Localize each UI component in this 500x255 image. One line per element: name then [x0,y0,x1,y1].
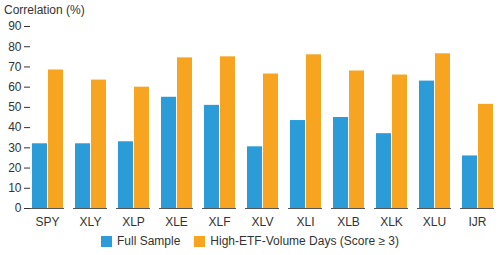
svg-text:50: 50 [8,100,22,114]
svg-text:XLV: XLV [252,215,274,229]
html-text:Full Sample: Full Sample [117,234,181,248]
svg-text:0: 0 [15,201,22,215]
svg-text:40: 40 [8,120,22,134]
svg-text:XLU: XLU [423,215,446,229]
svg-text:60: 60 [8,80,22,94]
svg-text:90: 90 [8,19,22,33]
svg-text:IJR: IJR [469,215,487,229]
svg-text:XLY: XLY [80,215,102,229]
svg-text:XLP: XLP [122,215,145,229]
svg-text:10: 10 [8,181,22,195]
svg-text:SPY: SPY [35,215,59,229]
svg-text:XLB: XLB [337,215,360,229]
svg-text:80: 80 [8,40,22,54]
svg-text:XLI: XLI [296,215,314,229]
svg-text:30: 30 [8,141,22,155]
svg-text:XLE: XLE [165,215,188,229]
svg-text:XLK: XLK [380,215,403,229]
svg-text:20: 20 [8,161,22,175]
svg-text:70: 70 [8,60,22,74]
html-text:Correlation (%): Correlation (%) [4,3,85,17]
svg-text:XLF: XLF [208,215,230,229]
html-text:High-ETF-Volume Days (Score ≥: High-ETF-Volume Days (Score ≥ 3) [210,234,399,248]
